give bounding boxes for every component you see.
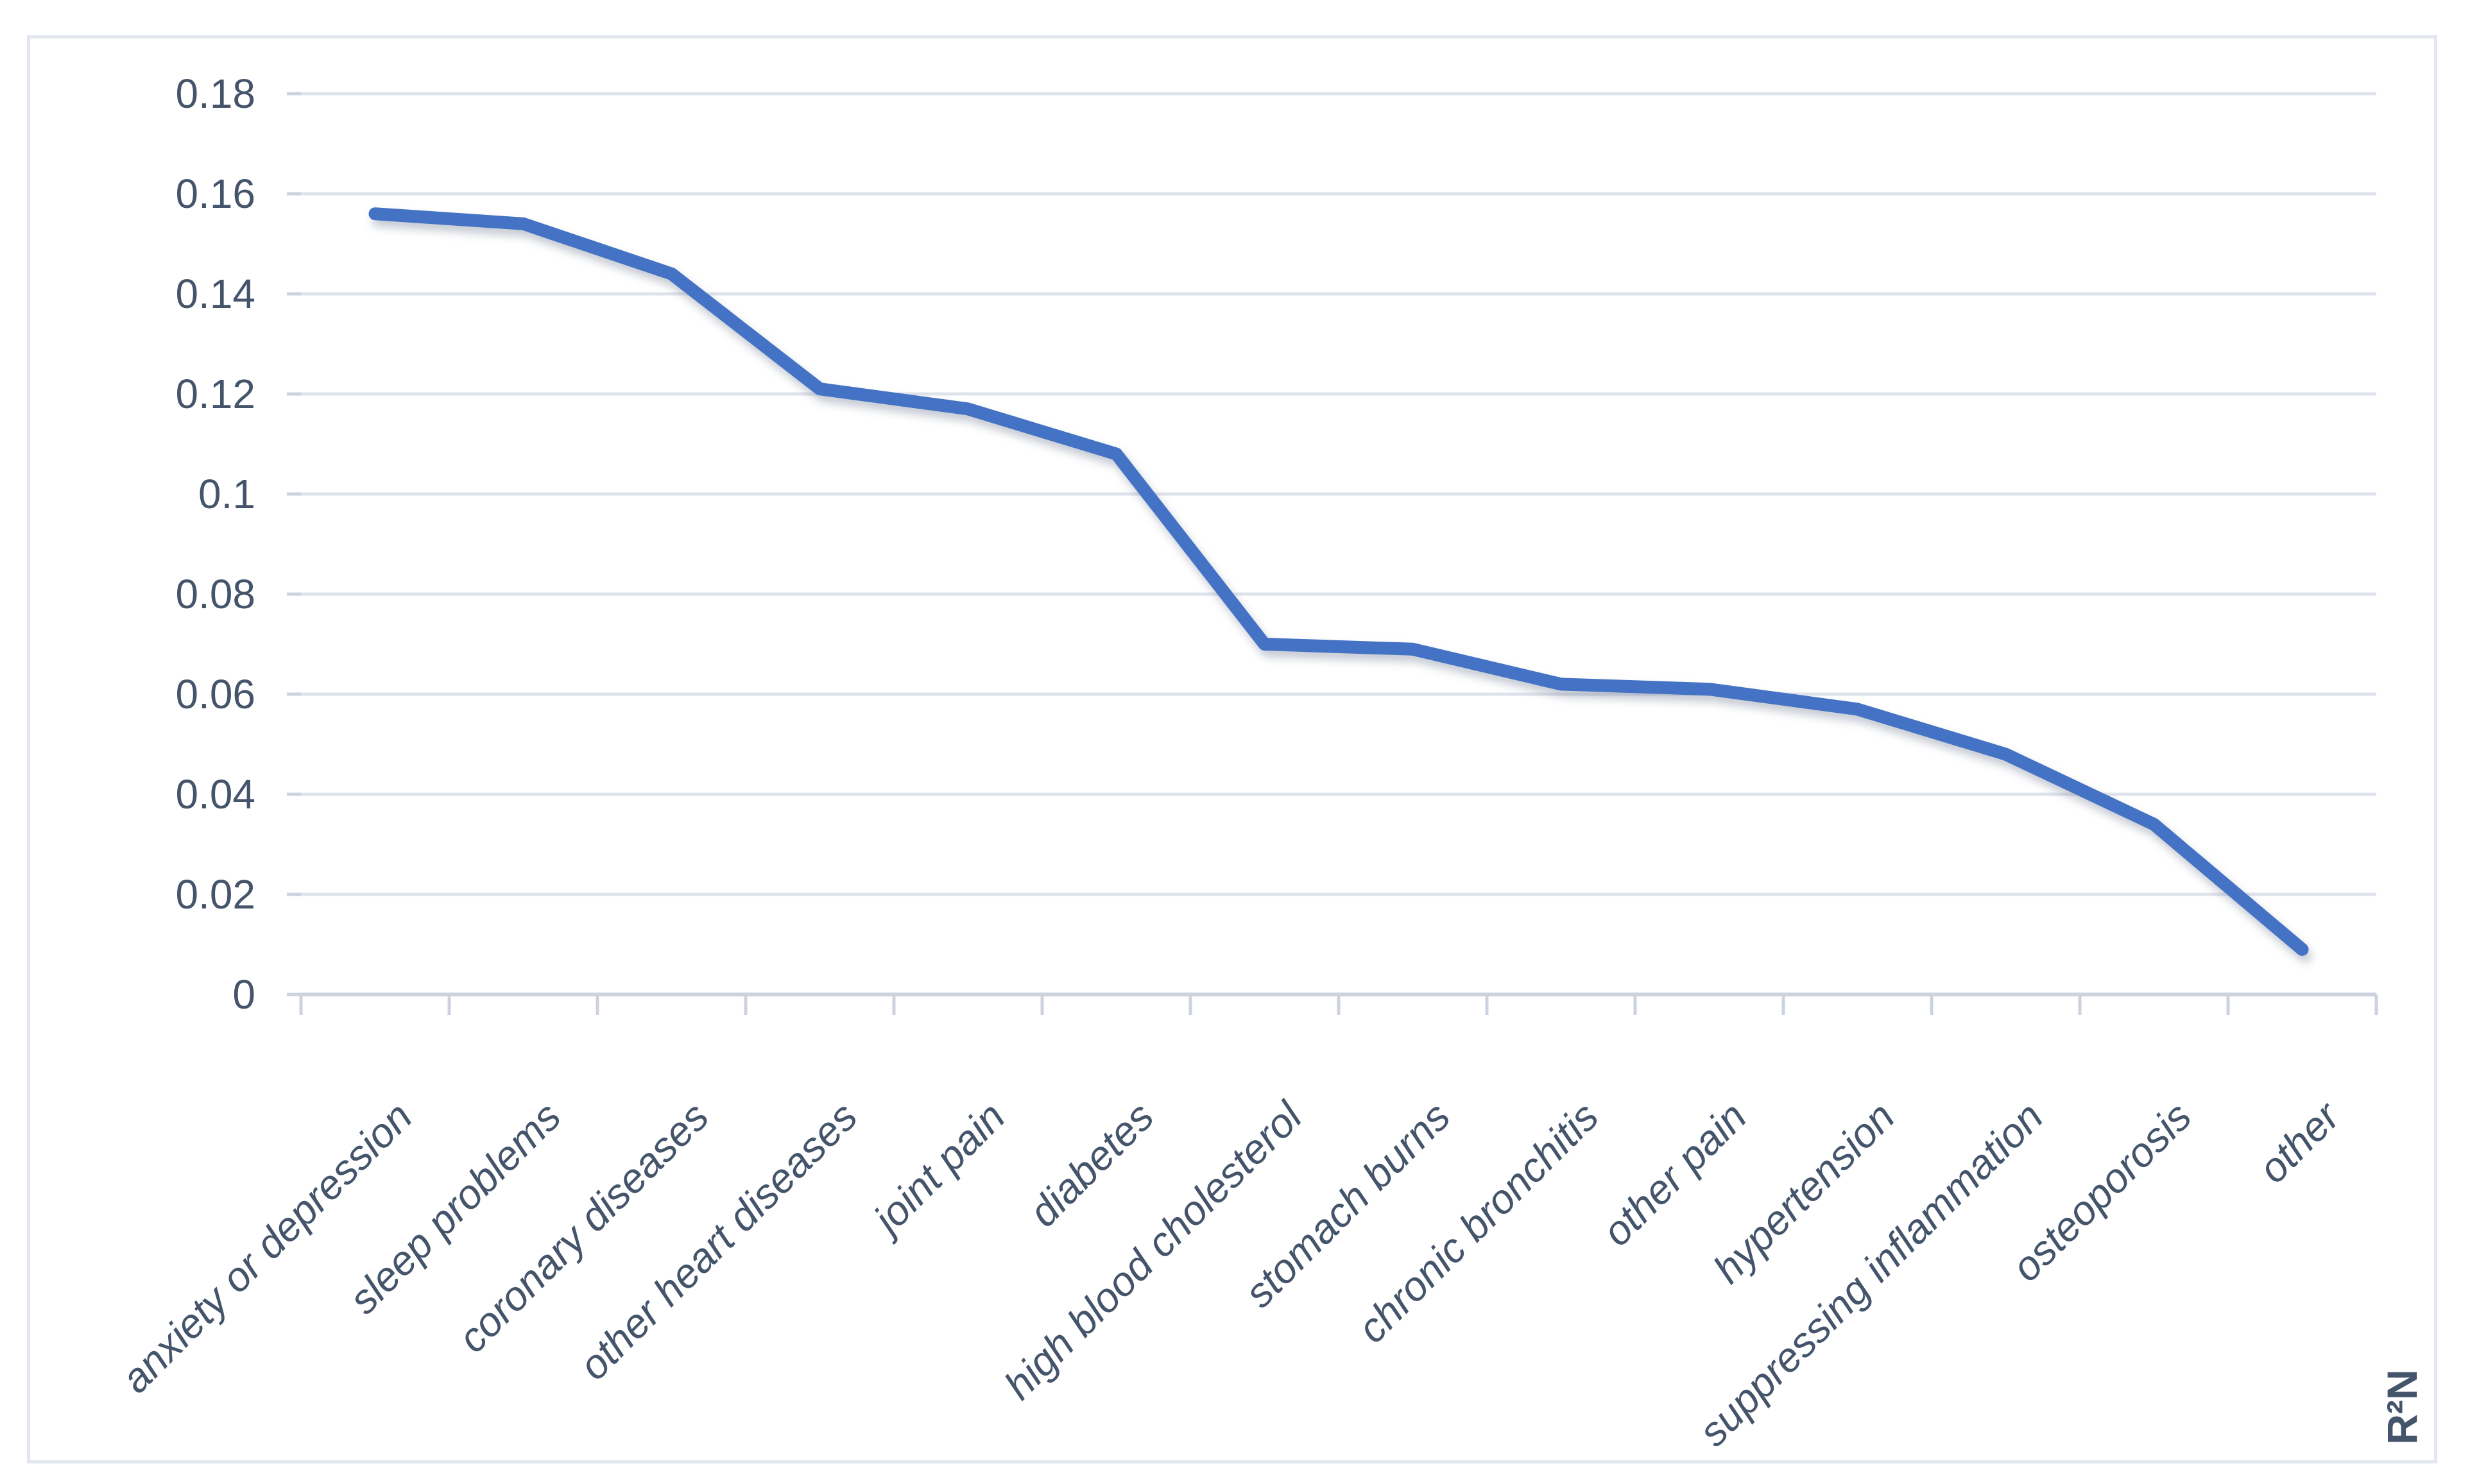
chart-frame [27,35,2437,1463]
y-tick-label: 0.14 [175,271,255,317]
y-tick-label: 0.02 [175,871,255,917]
y-tick-label: 0.04 [175,771,255,817]
y-tick-label: 0.1 [198,471,255,517]
y-tick-label: 0.06 [175,671,255,717]
y-tick-label: 0.12 [175,371,255,417]
y-tick-label: 0 [232,971,255,1018]
y-tick-label: 0.16 [175,171,255,217]
axis-note-r2n: R²N [2378,1369,2426,1445]
y-tick-label: 0.08 [175,571,255,617]
y-tick-label: 0.18 [175,71,255,117]
data-line-series [368,207,2309,956]
